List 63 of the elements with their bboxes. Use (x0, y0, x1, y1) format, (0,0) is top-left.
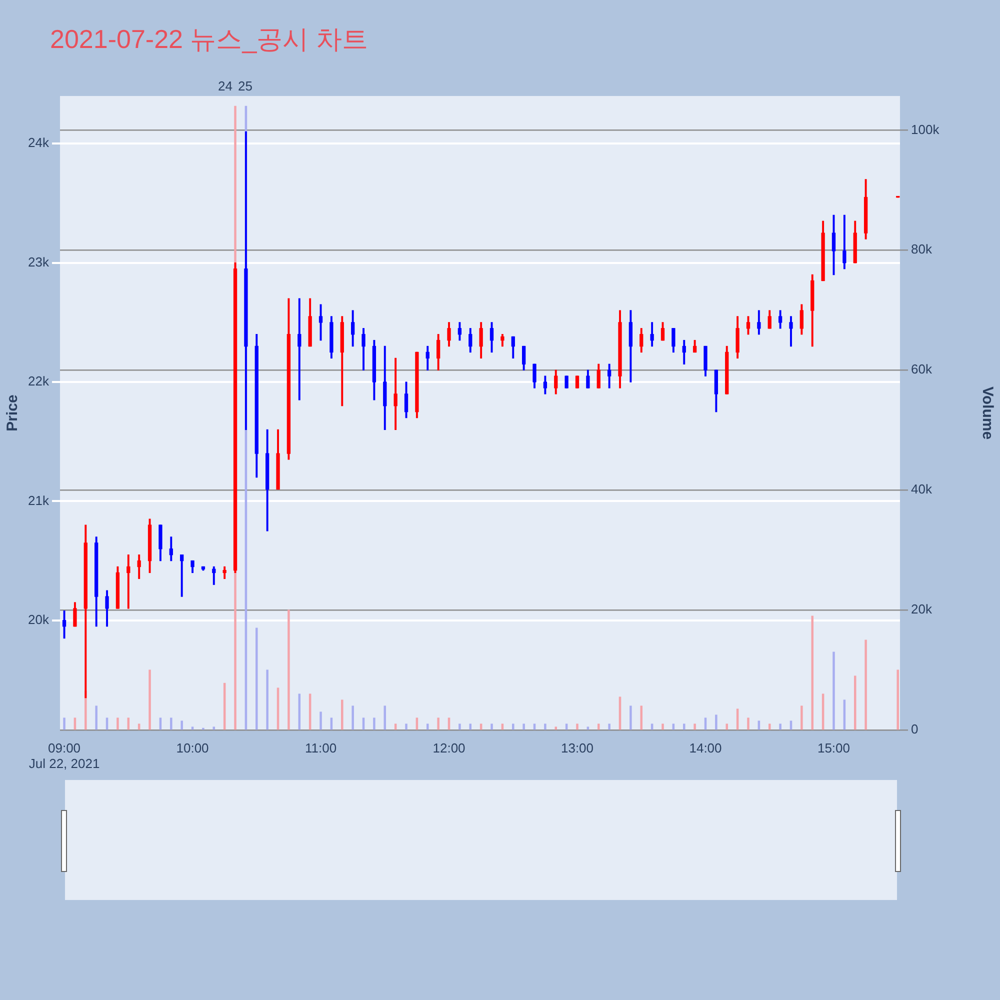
bar (544, 724, 546, 730)
bar (426, 724, 429, 730)
x-tick-label: 15:00 (817, 740, 850, 756)
bar (458, 724, 461, 730)
bar (352, 706, 354, 730)
y-tick-label: 23k (28, 254, 50, 270)
text: 24 (218, 78, 232, 94)
bar (490, 724, 493, 730)
y2-tick-label: 100k (911, 122, 940, 137)
bar (576, 724, 578, 730)
bar (512, 724, 514, 730)
x-tick-label: 09:00 Jul 22, 2021 (28, 740, 100, 771)
bar (266, 670, 268, 730)
bar (63, 718, 66, 730)
chart-title: 2021-07-22 뉴스_공시 차트 (50, 23, 368, 56)
y2-tick-label: 60k (911, 362, 932, 377)
bar (779, 724, 782, 730)
x-tick-label: 13:00 (560, 740, 594, 756)
bar (662, 724, 664, 730)
y2-tick-label: 0 (911, 722, 918, 737)
y2-tick-label: 20k (911, 602, 932, 617)
bar (522, 724, 525, 730)
bar (373, 718, 376, 730)
y-tick-label: 20k (28, 612, 50, 627)
bar (437, 718, 440, 730)
bar (896, 670, 899, 730)
bar (170, 718, 172, 730)
bar (608, 724, 610, 730)
y2-axis-title: Volume (978, 386, 996, 440)
y-tick-label: 22k (28, 374, 50, 389)
bar (256, 628, 258, 730)
y-axis-title: Price (4, 394, 22, 432)
bar (832, 652, 835, 730)
bar (116, 718, 119, 730)
y2-tick-label: 40k (911, 482, 932, 497)
text: 25 (238, 78, 252, 94)
bar (341, 700, 344, 730)
bar (288, 610, 290, 730)
bar (405, 724, 408, 730)
candlestick (126, 554, 130, 609)
bar (800, 706, 803, 730)
y-tick-label: 21k (28, 492, 50, 508)
bar (148, 670, 151, 730)
bar (630, 706, 632, 730)
x-tick-label: 11:00 (304, 740, 337, 756)
bar (640, 706, 643, 730)
y-tick-label: 24k (28, 135, 50, 150)
bar (180, 720, 183, 730)
bar (597, 724, 600, 730)
bar (95, 706, 98, 730)
x-tick-label: 12:00 (432, 740, 466, 756)
bar (320, 712, 322, 730)
bar (726, 724, 728, 730)
y2-tick-label: 80k (911, 242, 932, 257)
bar (864, 640, 867, 730)
bar (554, 726, 558, 730)
x-tick-label: 14:00 (689, 740, 722, 756)
bar (811, 616, 814, 730)
bar (747, 718, 750, 730)
bar (694, 724, 696, 730)
bar (682, 724, 686, 730)
x-tick-label: 10:00 (176, 740, 209, 756)
bar (715, 714, 718, 730)
